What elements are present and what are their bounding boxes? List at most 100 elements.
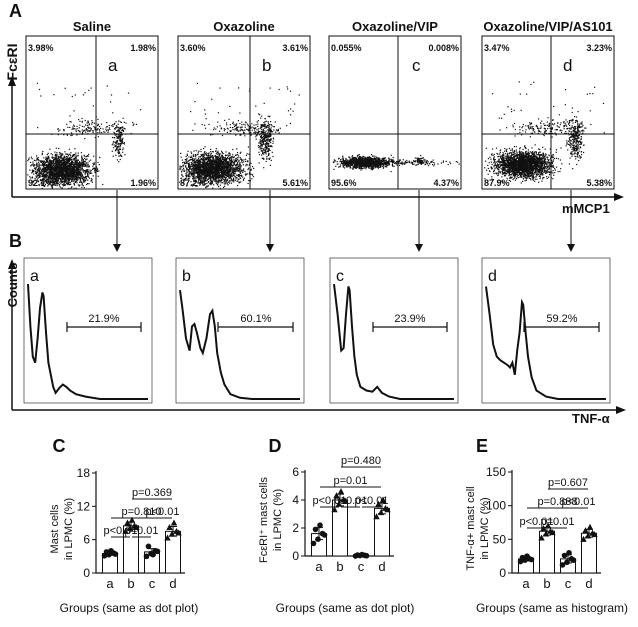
histogram-frame [329, 257, 459, 404]
y-tick-label: 0 [499, 566, 506, 580]
histogram-curve [333, 283, 454, 400]
y-tick-label: 2 [292, 521, 299, 535]
data-point [337, 488, 345, 495]
sample-letter: b [262, 56, 271, 75]
data-point [544, 522, 552, 529]
x-tick-label: a [315, 559, 323, 574]
y-axis-arrowhead [8, 76, 16, 86]
gate-percentage: 21.9% [88, 313, 119, 325]
x-axis-label: Groups (same as dot plot) [276, 601, 415, 615]
significance-label: p=0.01 [541, 516, 575, 528]
data-point [128, 516, 136, 523]
panel-label-e: E [476, 436, 488, 456]
y-axis-label: Counts [5, 263, 20, 308]
x-axis-label: Groups (same as dot plot) [60, 601, 199, 615]
gate-percentage: 23.9% [394, 313, 425, 325]
dot-plot-frame [481, 35, 615, 190]
dot-plot-frame [25, 35, 159, 190]
significance-label: p=0.607 [548, 477, 588, 489]
y-tick-label: 0 [83, 566, 90, 580]
data-point [375, 500, 382, 507]
y-axis-label: TNF-α+ mast cell [465, 486, 477, 570]
x-tick-label: a [522, 576, 530, 591]
connector-arrowhead [567, 244, 575, 252]
connector-arrowhead [415, 244, 423, 252]
significance-label: p=0.480 [341, 455, 381, 467]
data-point [143, 553, 150, 560]
y-tick-label: 0 [292, 549, 299, 563]
data-point [561, 552, 568, 559]
x-axis-label: mMCP1 [562, 201, 610, 216]
data-point [591, 531, 598, 538]
histogram-frame [23, 257, 153, 404]
panel-label-c: C [53, 436, 66, 456]
quadrant-upper-right: 3.61% [282, 43, 308, 53]
data-point [145, 543, 152, 550]
data-point [363, 552, 370, 559]
histogram-curve [485, 286, 606, 400]
y-axis-arrowhead [8, 259, 16, 269]
dot-plot-points [179, 82, 300, 189]
data-point [377, 509, 385, 516]
data-point [122, 527, 129, 534]
dot-plot-frame [328, 35, 462, 190]
data-point [538, 534, 545, 541]
y-tick-label: 4 [292, 493, 299, 507]
x-tick-label: a [106, 576, 114, 591]
data-point [342, 497, 349, 504]
x-axis-label: Groups (same as histogram) [476, 601, 628, 615]
y-tick-label: 100 [486, 499, 506, 513]
data-point [317, 522, 323, 528]
y-axis-label: FcεRI⁺ mast cells [258, 477, 270, 563]
data-point [112, 551, 119, 557]
data-point [580, 535, 587, 542]
x-tick-label: b [336, 559, 343, 574]
dot-plot-points [27, 82, 142, 189]
group-title: Oxazoline [213, 19, 274, 34]
data-point [312, 526, 319, 533]
data-point [582, 527, 589, 534]
quadrant-lower-left: 92.1% [28, 178, 54, 188]
data-point [354, 552, 361, 558]
data-point [559, 562, 566, 568]
x-tick-label: c [149, 576, 156, 591]
significance-label: p=0.01 [125, 525, 159, 537]
quadrant-upper-left: 0.055% [331, 43, 362, 53]
sample-letter: a [108, 56, 118, 75]
y-axis-label: FcεRI [4, 44, 20, 81]
y-axis-label: in LPMC (%) [63, 498, 75, 560]
quadrant-lower-left: 87.9% [484, 178, 510, 188]
quadrant-upper-left: 3.60% [180, 43, 206, 53]
data-point [564, 559, 570, 566]
significance-label: p<0.01 [104, 525, 138, 537]
significance-label: p<0.01 [562, 496, 596, 508]
sample-letter: c [336, 268, 344, 285]
x-tick-label: d [585, 576, 592, 591]
data-point [150, 551, 156, 558]
data-point [108, 547, 114, 554]
y-tick-label: 12 [77, 499, 91, 513]
data-point [331, 506, 338, 513]
dot-plot-points [332, 154, 460, 173]
data-point [359, 551, 365, 558]
data-point [333, 492, 340, 499]
panel-label-b: B [9, 231, 22, 251]
quadrant-lower-left: 87.2% [180, 178, 206, 188]
data-point [124, 519, 131, 526]
y-axis-label: Mast cells [49, 504, 61, 553]
x-tick-label: b [127, 576, 134, 591]
group-title: Saline [73, 19, 111, 34]
data-point [154, 548, 161, 555]
quadrant-upper-right: 3.23% [586, 43, 612, 53]
data-point [584, 532, 592, 539]
data-point [524, 553, 530, 559]
sample-letter: a [30, 268, 39, 285]
significance-label: p<0.01 [355, 495, 389, 507]
quadrant-lower-right: 1.96% [130, 178, 156, 188]
histogram-curve [179, 289, 300, 400]
data-point [519, 554, 526, 561]
data-point [335, 500, 343, 507]
x-axis-label: TNF-α [572, 411, 610, 426]
x-axis-arrowhead [616, 406, 626, 414]
